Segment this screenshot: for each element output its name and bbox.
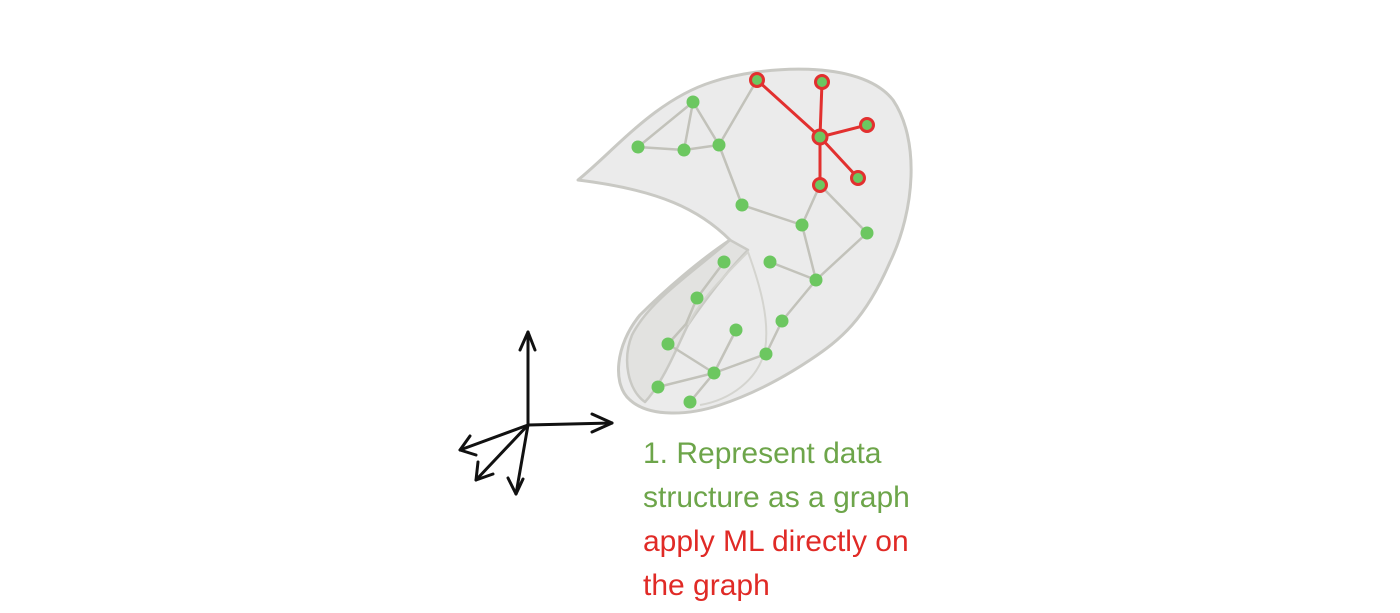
graph-node xyxy=(661,337,675,351)
graph-node xyxy=(712,138,726,152)
graph-node xyxy=(735,198,749,212)
graph-node xyxy=(717,255,731,269)
axis-diagonal-down-arrowhead xyxy=(506,476,525,496)
graph-node xyxy=(683,395,697,409)
graph-edge xyxy=(814,231,869,282)
graph-node xyxy=(651,380,665,394)
graph-node xyxy=(690,291,704,305)
axis-diagonal-down-left-arrowhead xyxy=(474,460,495,482)
surface-curl-front xyxy=(687,250,768,406)
caption-action-line-1: apply ML directly on xyxy=(643,525,909,558)
caption-step-line-2: structure as a graph xyxy=(643,481,910,514)
graph-node xyxy=(759,347,773,361)
graph-edge xyxy=(712,352,768,375)
highlight-node-center xyxy=(811,128,829,146)
axis-diagonal-down xyxy=(514,423,530,496)
graph-edge xyxy=(818,183,869,235)
axis-diagonal-down-left xyxy=(474,423,530,482)
graph-edge xyxy=(636,145,686,152)
graph-node xyxy=(775,314,789,328)
graph-node xyxy=(860,226,874,240)
graph-edge xyxy=(717,143,744,207)
caption: 1. Represent data structure as a graph a… xyxy=(643,432,910,608)
graph-edge xyxy=(695,260,726,300)
graph-edge xyxy=(682,100,695,152)
highlight-node xyxy=(859,117,875,133)
graph-nodes xyxy=(631,95,874,409)
graph-node xyxy=(809,273,823,287)
graph-edge xyxy=(768,260,818,282)
highlight-edge xyxy=(818,135,860,180)
highlight-node xyxy=(850,170,866,186)
graph-edge xyxy=(712,328,738,375)
highlighted-nodes xyxy=(749,72,875,193)
manifold-surface xyxy=(576,67,913,415)
graph-node xyxy=(707,366,721,380)
graph-edge xyxy=(666,342,716,375)
coordinate-axes xyxy=(458,330,614,496)
graph-edge xyxy=(780,278,818,323)
caption-action-line-2: the graph xyxy=(643,569,770,602)
graph-edge xyxy=(800,223,818,282)
graph-node xyxy=(729,323,743,337)
graph-edge xyxy=(717,78,759,147)
axis-horizontal-arrowhead xyxy=(590,412,614,434)
graph-edge xyxy=(691,100,721,147)
graph-node xyxy=(631,140,645,154)
highlight-edge xyxy=(755,78,822,139)
highlight-node xyxy=(814,74,830,90)
graph-edge xyxy=(656,371,716,389)
axis-diagonal-left xyxy=(458,423,530,452)
highlight-edge xyxy=(818,80,824,139)
graph-edge xyxy=(636,100,695,149)
graph-node xyxy=(763,255,777,269)
axis-diagonal-left-arrowhead xyxy=(458,434,478,457)
graph-node xyxy=(795,218,809,232)
graph-node xyxy=(677,143,691,157)
caption-step-line-1: 1. Represent data xyxy=(643,437,882,470)
highlight-node xyxy=(749,72,765,88)
axis-vertical-arrowhead xyxy=(518,330,537,352)
graph-edge xyxy=(740,203,804,227)
graph-node xyxy=(686,95,700,109)
axis-horizontal xyxy=(526,421,614,427)
highlight-node xyxy=(812,177,828,193)
